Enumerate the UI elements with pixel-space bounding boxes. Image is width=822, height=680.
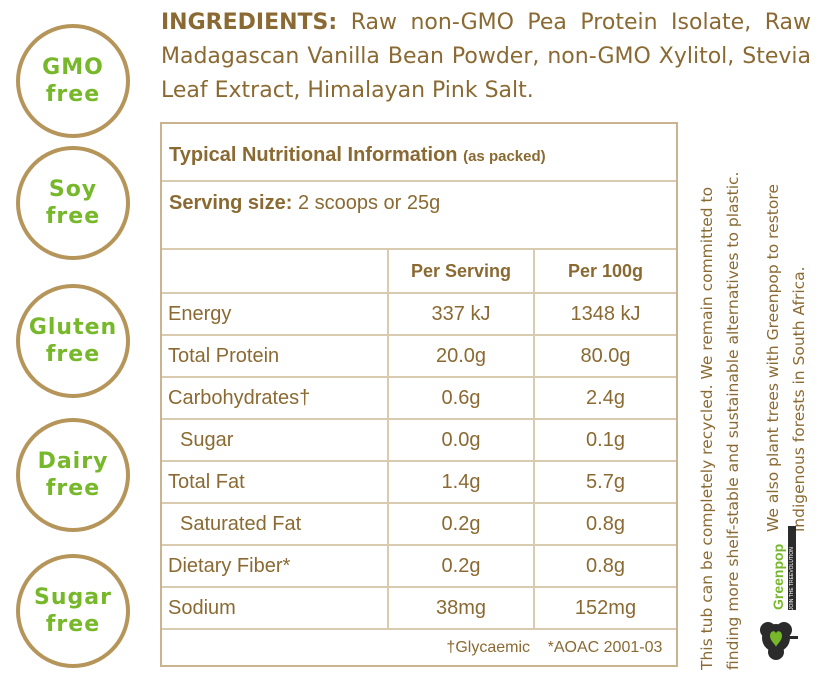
divider	[162, 180, 676, 182]
nutrition-title-note: (as packed)	[463, 148, 546, 165]
per-100g-value: 0.8g	[533, 544, 676, 588]
col-header-per-serving: Per Serving	[387, 248, 535, 294]
per-100g-value: 5.7g	[533, 460, 676, 504]
badge-line2: free	[45, 476, 101, 501]
col-header-per-100g: Per 100g	[533, 248, 676, 294]
per-100g-value: 0.8g	[533, 502, 676, 546]
badge-line2: free	[45, 82, 101, 107]
per-serving-value: 0.2g	[387, 502, 535, 546]
table-header-row: Per Serving Per 100g	[162, 248, 676, 294]
badge-line2: free	[45, 342, 101, 367]
recycle-statement: This tub can be completely recycled. We …	[694, 122, 746, 670]
table-row: Total Fat 1.4g 5.7g	[162, 460, 676, 504]
gluten-free-badge: Gluten free	[16, 284, 130, 398]
table-row: Total Protein 20.0g 80.0g	[162, 334, 676, 378]
per-serving-value: 0.0g	[387, 418, 535, 462]
per-serving-value: 1.4g	[387, 460, 535, 504]
col-header-nutrient	[162, 248, 389, 294]
table-row: Energy 337 kJ 1348 kJ	[162, 292, 676, 336]
greenpop-line1: We also plant trees with Greenpop to res…	[764, 184, 782, 532]
nutrient-name: Dietary Fiber*	[162, 544, 389, 588]
ingredients-text: INGREDIENTS: Raw non-GMO Pea Protein Iso…	[161, 6, 811, 108]
soy-free-badge: Soy free	[16, 146, 130, 260]
per-100g-value: 152mg	[533, 586, 676, 630]
nutrition-title: Typical Nutritional Information (as pack…	[169, 144, 546, 167]
per-serving-value: 0.6g	[387, 376, 535, 420]
serving-value: 2 scoops or 25g	[297, 192, 441, 214]
footnote-empty	[162, 628, 388, 666]
gmo-free-badge: GMO free	[16, 24, 130, 138]
per-100g-value: 0.1g	[533, 418, 676, 462]
greenpop-statement: We also plant trees with Greenpop to res…	[760, 122, 812, 532]
badge-line1: GMO	[42, 55, 104, 80]
footnote-glycaemic: †Glycaemic	[388, 628, 534, 666]
badge-line1: Soy	[48, 177, 98, 202]
greenpop-tagline: JOIN THE TREEVOLUTION	[788, 526, 796, 610]
serving-label: Serving size:	[169, 192, 293, 214]
nutrient-name: Saturated Fat	[162, 502, 389, 546]
nutrient-name: Total Protein	[162, 334, 389, 378]
greenpop-wordmark: Greenpop	[770, 543, 786, 610]
greenpop-logo: Greenpop JOIN THE TREEVOLUTION	[754, 520, 814, 670]
badge-line1: Gluten	[28, 315, 118, 340]
badge-line1: Dairy	[37, 449, 109, 474]
nutrient-name: Sugar	[162, 418, 389, 462]
table-row: Dietary Fiber* 0.2g 0.8g	[162, 544, 676, 588]
sugar-free-badge: Sugar free	[16, 554, 130, 668]
dairy-free-badge: Dairy free	[16, 418, 130, 532]
table-row: Carbohydrates† 0.6g 2.4g	[162, 376, 676, 420]
badge-line1: Sugar	[34, 585, 112, 610]
table-row: Saturated Fat 0.2g 0.8g	[162, 502, 676, 546]
nutrient-name: Carbohydrates†	[162, 376, 389, 420]
nutrient-name: Energy	[162, 292, 389, 336]
footnote-aoac: *AOAC 2001-03	[534, 628, 676, 666]
nutrient-name: Sodium	[162, 586, 389, 630]
recycle-line2: finding more shelf-stable and sustainabl…	[724, 171, 742, 670]
ingredients-list: Raw non-GMO Pea Protein Isolate, Raw Mad…	[161, 10, 811, 103]
greenpop-tree-icon	[760, 622, 798, 660]
nutrition-table: Per Serving Per 100g Energy 337 kJ 1348 …	[162, 248, 676, 666]
badge-line2: free	[45, 612, 101, 637]
nutrition-panel: Typical Nutritional Information (as pack…	[160, 122, 678, 667]
table-row: Sodium 38mg 152mg	[162, 586, 676, 630]
nutrition-title-text: Typical Nutritional Information	[169, 144, 458, 166]
badge-line2: free	[45, 204, 101, 229]
per-serving-value: 337 kJ	[387, 292, 535, 336]
nutrient-name: Total Fat	[162, 460, 389, 504]
greenpop-line2: indigenous forests in South Africa.	[790, 266, 808, 532]
table-row: Sugar 0.0g 0.1g	[162, 418, 676, 462]
ingredients-label: INGREDIENTS:	[161, 10, 338, 35]
per-serving-value: 0.2g	[387, 544, 535, 588]
per-100g-value: 80.0g	[533, 334, 676, 378]
serving-size: Serving size: 2 scoops or 25g	[169, 192, 440, 215]
footnote-row: †Glycaemic *AOAC 2001-03	[162, 628, 676, 666]
per-serving-value: 20.0g	[387, 334, 535, 378]
per-100g-value: 2.4g	[533, 376, 676, 420]
per-100g-value: 1348 kJ	[533, 292, 676, 336]
per-serving-value: 38mg	[387, 586, 535, 630]
recycle-line1: This tub can be completely recycled. We …	[698, 186, 716, 670]
